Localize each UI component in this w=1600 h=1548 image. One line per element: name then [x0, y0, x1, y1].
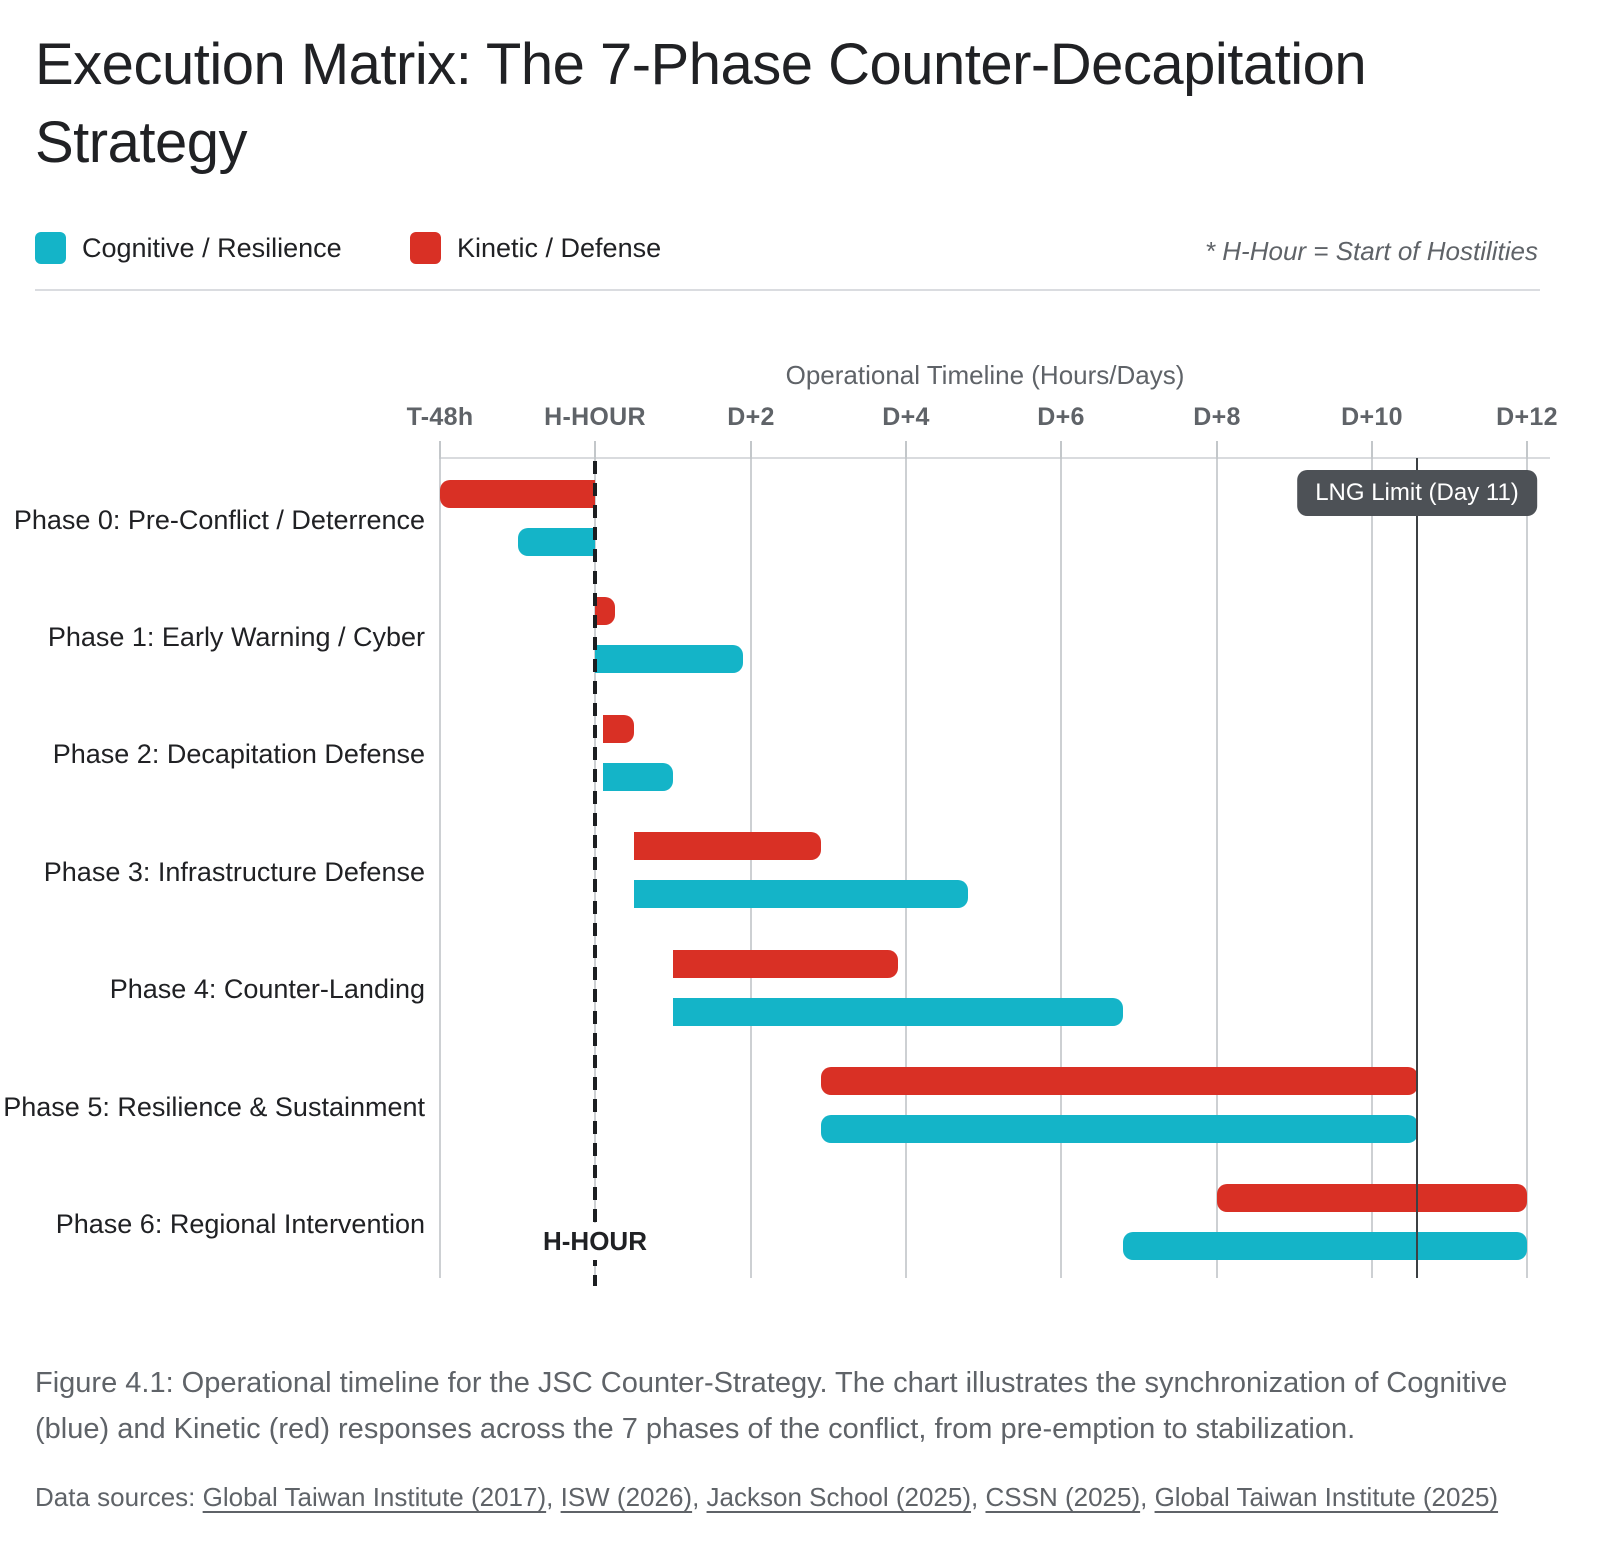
tick-label: H-HOUR: [544, 403, 646, 431]
gridline: [1216, 458, 1218, 1278]
source-link[interactable]: Jackson School (2025): [706, 1482, 972, 1512]
lng-limit-badge: LNG Limit (Day 11): [1297, 470, 1537, 516]
source-link-separator: ,: [546, 1482, 561, 1512]
tick-mark: [439, 441, 441, 459]
tick-mark: [905, 441, 907, 459]
legend-item-cognitive: Cognitive / Resilience: [35, 231, 342, 265]
kinetic-legend-label: Kinetic / Defense: [457, 232, 662, 263]
cognitive-legend-swatch: [35, 232, 66, 264]
data-sources: Data sources: Global Taiwan Institute (2…: [35, 1482, 1555, 1513]
x-axis-title: Operational Timeline (Hours/Days): [785, 360, 1185, 390]
h-hour-floor-label: H-HOUR: [533, 1223, 657, 1260]
tick-label: D+12: [1496, 403, 1558, 431]
phase-row-label: Phase 2: Decapitation Defense: [52, 739, 425, 769]
phase-row-label: Phase 4: Counter-Landing: [109, 974, 425, 1004]
cognitive-bar: [603, 763, 673, 791]
plot-top-border: [440, 457, 1550, 459]
cognitive-bar: [1123, 1232, 1527, 1260]
source-link[interactable]: ISW (2026): [560, 1482, 693, 1512]
kinetic-bar: [673, 950, 898, 978]
page-title-line2: Strategy: [35, 110, 248, 175]
gridline: [905, 458, 907, 1278]
legend-item-kinetic: Kinetic / Defense: [410, 231, 661, 265]
h-hour-footnote: * H-Hour = Start of Hostilities: [1204, 236, 1538, 266]
kinetic-bar: [821, 1067, 1418, 1095]
source-link-separator: ,: [971, 1482, 986, 1512]
tick-label: D+4: [882, 403, 930, 431]
lng-limit-line: [1416, 458, 1418, 1278]
kinetic-bar: [1217, 1184, 1527, 1212]
tick-label: T-48h: [406, 403, 474, 431]
figure-caption: Figure 4.1: Operational timeline for the…: [35, 1367, 1508, 1445]
tick-mark: [1371, 441, 1373, 459]
tick-label: D+6: [1037, 403, 1085, 431]
cognitive-bar: [673, 998, 1123, 1026]
cognitive-legend-label: Cognitive / Resilience: [82, 232, 342, 263]
cognitive-bar: [634, 880, 968, 908]
tick-mark: [1216, 441, 1218, 459]
phase-row-label: Phase 0: Pre-Conflict / Deterrence: [13, 505, 425, 535]
header-divider: [35, 289, 1540, 291]
source-link[interactable]: Global Taiwan Institute (2017): [202, 1482, 547, 1512]
phase-row-label: Phase 3: Infrastructure Defense: [43, 857, 425, 887]
page-title-line1: Execution Matrix: The 7-Phase Counter-De…: [35, 32, 1367, 97]
tick-mark: [1526, 441, 1528, 459]
gridline: [1060, 458, 1062, 1278]
page-title: Execution Matrix: The 7-Phase Counter-De…: [35, 26, 1515, 182]
tick-mark: [594, 441, 596, 459]
data-sources-prefix: Data sources:: [35, 1482, 203, 1512]
tick-mark: [750, 441, 752, 459]
source-link-separator: ,: [1140, 1482, 1155, 1512]
source-link[interactable]: CSSN (2025): [985, 1482, 1141, 1512]
kinetic-bar: [440, 480, 595, 508]
gridline: [750, 458, 752, 1278]
kinetic-bar: [595, 597, 615, 625]
tick-label: D+8: [1193, 403, 1241, 431]
source-link-separator: ,: [692, 1482, 707, 1512]
gridline: [439, 458, 441, 1278]
cognitive-bar: [518, 528, 595, 556]
h-hour-dashed-line: [593, 461, 597, 1286]
kinetic-legend-swatch: [410, 232, 441, 264]
gridline: [1526, 458, 1528, 1278]
kinetic-bar: [603, 715, 634, 743]
tick-label: D+10: [1341, 403, 1403, 431]
phase-row-label: Phase 6: Regional Intervention: [55, 1209, 425, 1239]
source-link[interactable]: Global Taiwan Institute (2025): [1154, 1482, 1499, 1512]
tick-mark: [1060, 441, 1062, 459]
tick-label: D+2: [727, 403, 775, 431]
gridline: [1371, 458, 1373, 1278]
kinetic-bar: [634, 832, 821, 860]
cognitive-bar: [595, 645, 743, 673]
phase-row-label: Phase 5: Resilience & Sustainment: [3, 1092, 425, 1122]
phase-row-label: Phase 1: Early Warning / Cyber: [47, 622, 425, 652]
cognitive-bar: [821, 1115, 1418, 1143]
